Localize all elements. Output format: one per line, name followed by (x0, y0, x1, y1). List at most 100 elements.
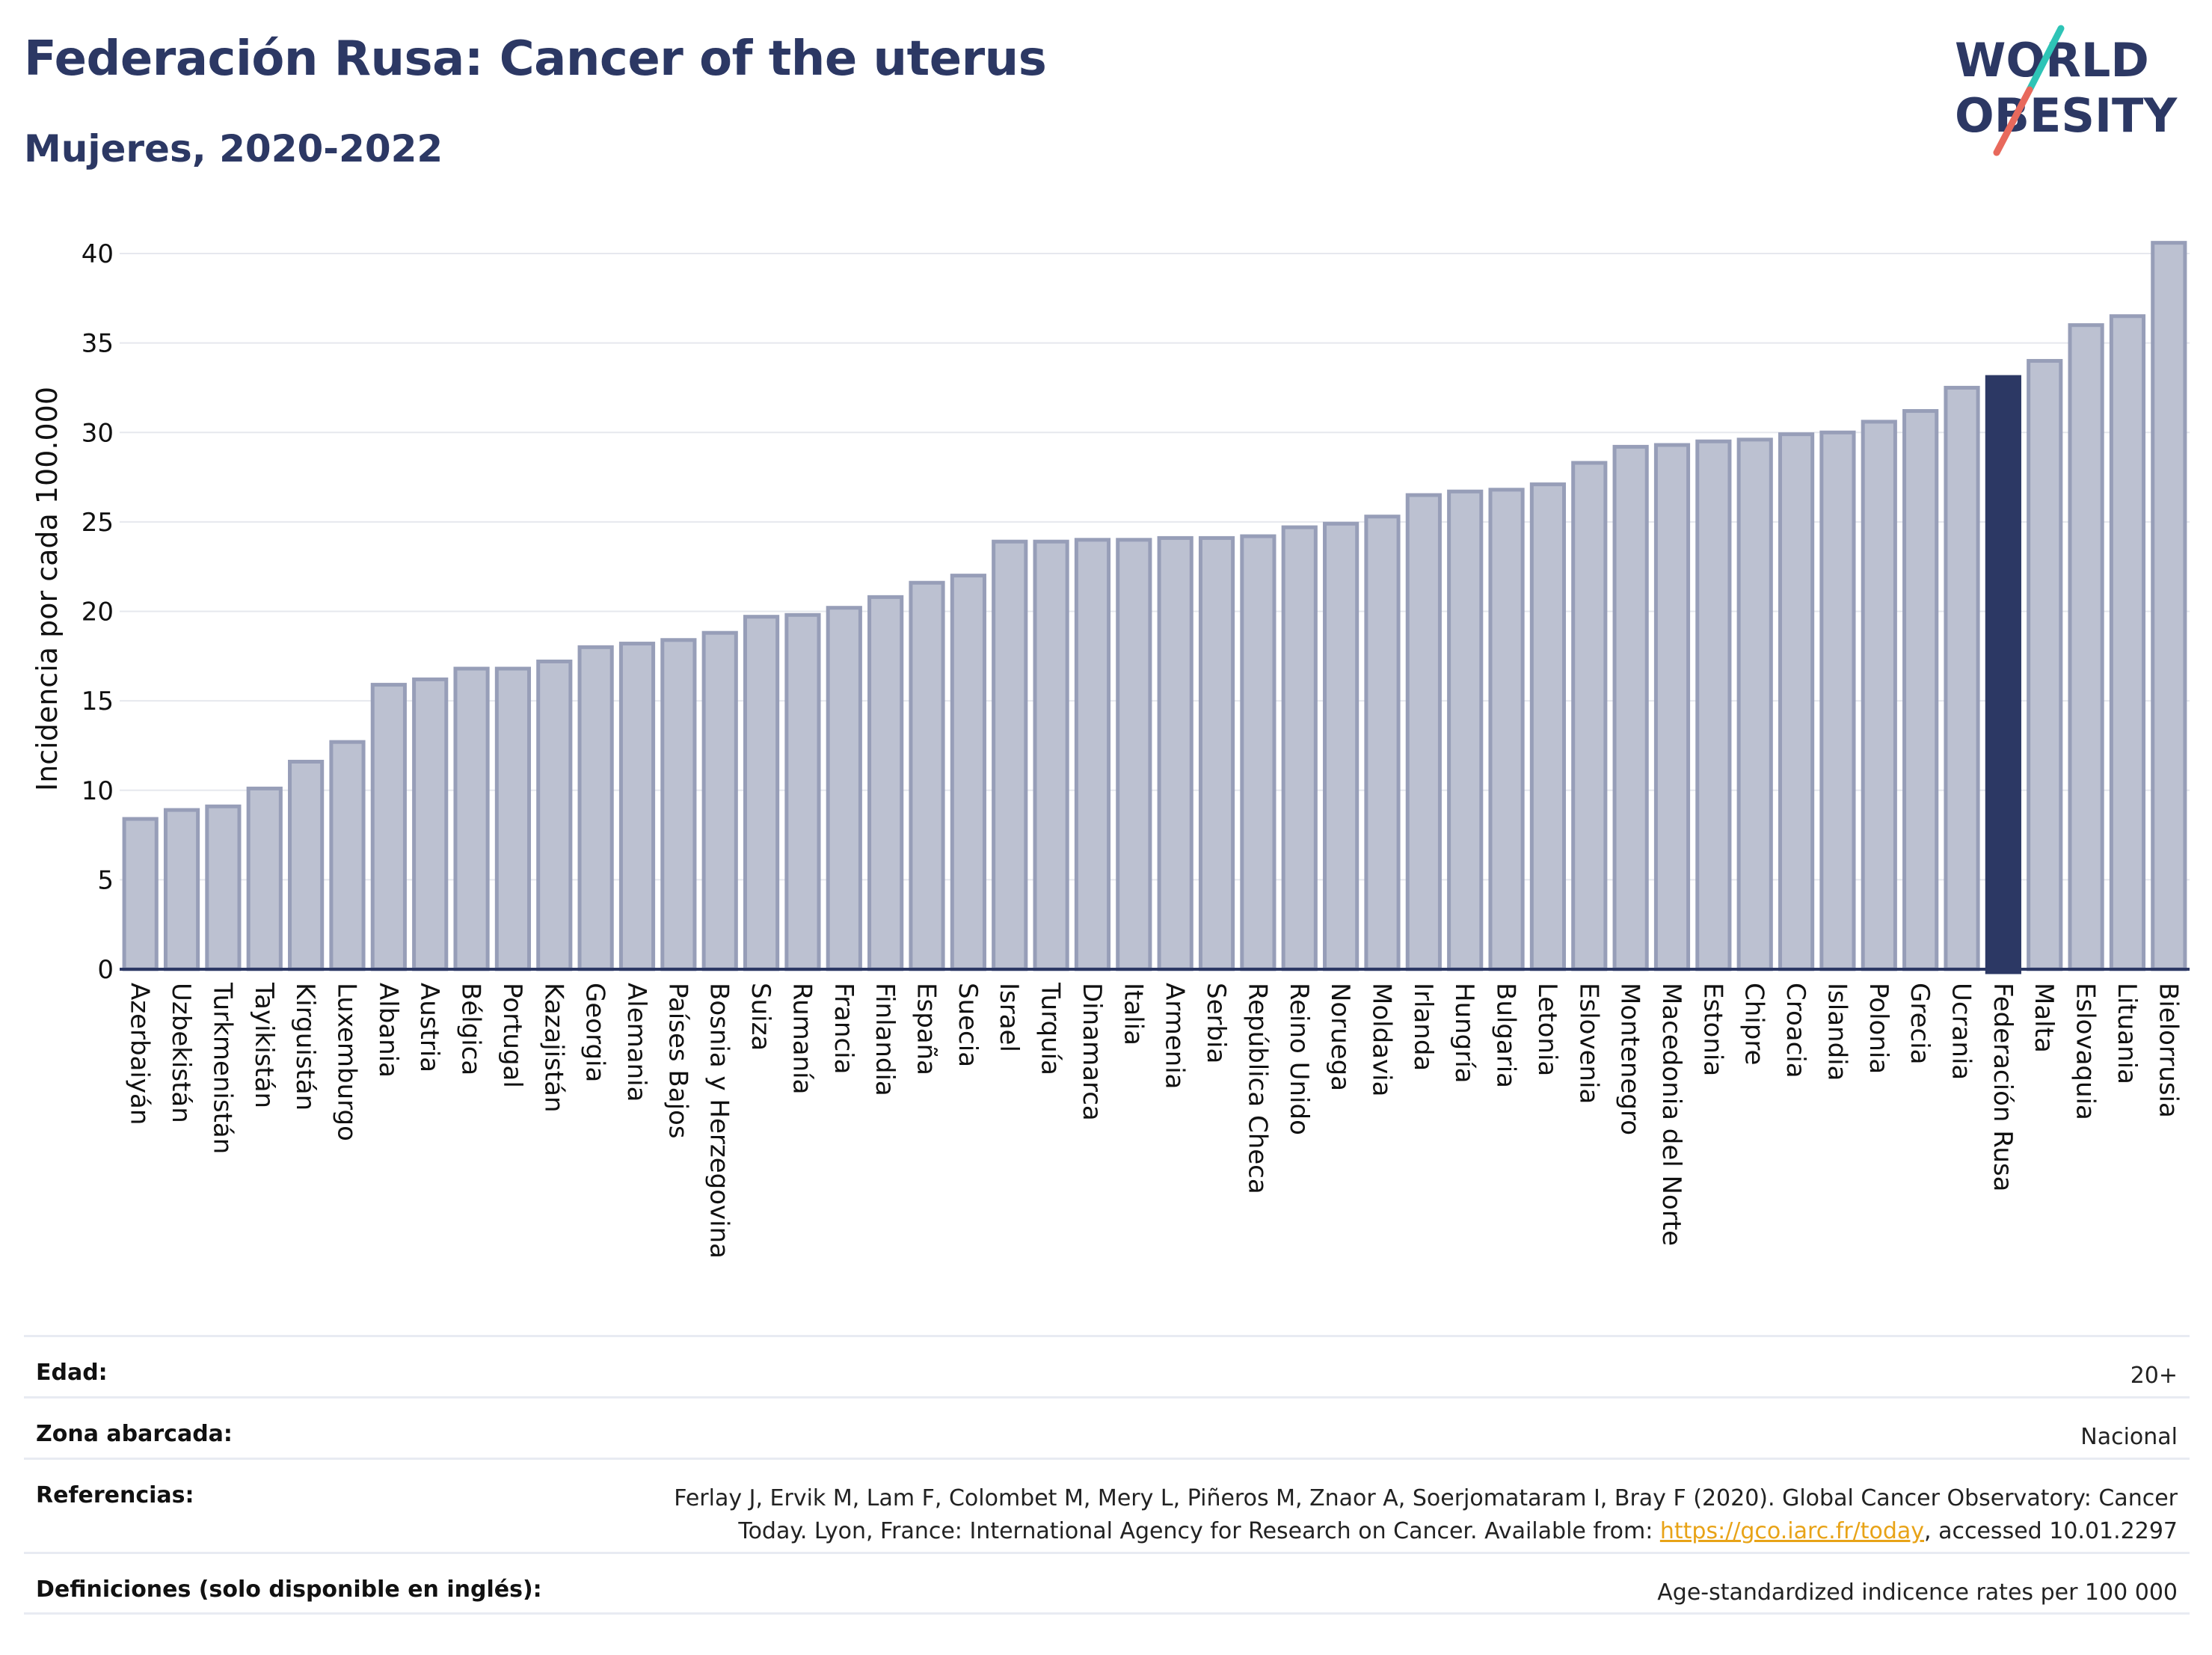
x-tick-label: Chipre (1739, 983, 1769, 1065)
bar-chart: 0 5 10 15 20 25 30 35 40 Azerbaiyán Uzbekistán Tur… (31, 239, 2190, 1259)
bar[interactable] (1116, 538, 1152, 971)
bar[interactable] (1364, 515, 1401, 971)
x-tick-label: Turquía (1036, 982, 1066, 1075)
bars (122, 241, 2187, 974)
bar[interactable] (205, 804, 242, 971)
y-tick-label: 20 (82, 598, 114, 627)
references-text-3: , accessed 10.01.2297 (1924, 1518, 2178, 1544)
x-tick-label: Serbia (1201, 983, 1231, 1063)
bar[interactable] (288, 759, 325, 971)
references-label: Referencias: (36, 1482, 194, 1508)
y-tick-label: 10 (82, 776, 114, 806)
x-tick-label: Bosnia y Herzegovina (704, 983, 734, 1259)
y-tick-label: 15 (82, 687, 114, 716)
bar[interactable] (2151, 241, 2187, 971)
x-tick-label: Alemania (621, 983, 651, 1102)
bar[interactable] (1944, 385, 1980, 971)
bar[interactable] (950, 574, 986, 971)
bar[interactable] (1571, 461, 1608, 971)
meta-row-zone: Zona abarcada: Nacional (24, 1396, 2190, 1458)
x-tick-label: Bélgica (456, 983, 486, 1075)
x-tick-label: Suiza (746, 983, 775, 1051)
page-subtitle: Mujeres, 2020-2022 (24, 127, 443, 171)
bar[interactable] (1778, 432, 1815, 971)
bar[interactable] (743, 615, 780, 971)
bar[interactable] (867, 595, 904, 971)
x-tick-label: Croacia (1781, 983, 1810, 1078)
bar[interactable] (412, 677, 449, 971)
x-tick-label: Irlanda (1408, 983, 1438, 1071)
references-link[interactable]: https://gco.iarc.fr/today (1659, 1518, 1925, 1544)
bar-highlighted[interactable] (1985, 375, 2021, 974)
bar[interactable] (1033, 539, 1069, 971)
bar[interactable] (536, 659, 573, 971)
bar[interactable] (329, 740, 366, 971)
bar[interactable] (1405, 493, 1442, 971)
bar[interactable] (1736, 437, 1773, 971)
bar[interactable] (1861, 420, 1897, 971)
bar[interactable] (1157, 535, 1193, 971)
bar[interactable] (1488, 488, 1525, 971)
x-tick-label: Austria (414, 983, 444, 1072)
bar[interactable] (1695, 439, 1732, 971)
x-tick-label: Macedonia del Norte (1656, 983, 1686, 1246)
x-tick-label: Rumanía (787, 983, 817, 1094)
bar[interactable] (1198, 535, 1235, 971)
bar[interactable] (826, 606, 862, 971)
x-tick-label: Estonia (1698, 983, 1727, 1076)
bar[interactable] (1281, 525, 1318, 971)
bar[interactable] (1612, 444, 1649, 971)
bar[interactable] (494, 666, 532, 971)
x-tick-label: Lituania (2112, 983, 2142, 1084)
bar[interactable] (992, 539, 1028, 971)
x-tick-label: Israel (994, 983, 1024, 1052)
bar[interactable] (2068, 323, 2104, 971)
bar[interactable] (577, 645, 614, 971)
bar[interactable] (618, 642, 656, 971)
x-tick-label: Reino Unido (1284, 983, 1314, 1135)
bar[interactable] (2109, 314, 2146, 971)
x-tick-label: Luxemburgo (331, 983, 361, 1141)
x-tick-label: Suecia (953, 983, 983, 1067)
bar[interactable] (1653, 443, 1691, 971)
x-tick-label: Eslovaquia (2071, 983, 2101, 1120)
x-tick-label: Azerbaiyán (125, 983, 155, 1125)
bar[interactable] (370, 683, 407, 971)
metadata-table: Edad: 20+ Zona abarcada: Nacional Refere… (24, 1335, 2190, 1615)
logo-slash-teal (2026, 25, 2065, 93)
x-tick-label: Bulgaria (1491, 983, 1521, 1088)
x-tick-label: Italia (1118, 983, 1148, 1045)
bar[interactable] (1240, 534, 1276, 971)
x-tick-label: Eslovenia (1573, 983, 1603, 1104)
x-tick-label: Albania (373, 983, 403, 1078)
x-tick-label: Federación Rusa (1988, 983, 2018, 1191)
bar[interactable] (2027, 359, 2063, 971)
bar[interactable] (1529, 482, 1567, 971)
bar[interactable] (909, 580, 945, 971)
bar[interactable] (163, 808, 200, 971)
x-tick-label: Tayikistán (249, 982, 279, 1108)
bar[interactable] (1902, 409, 1939, 971)
x-tick-label: Uzbekistán (166, 983, 196, 1123)
bar[interactable] (453, 666, 490, 971)
zone-value: Nacional (2080, 1424, 2178, 1450)
bar[interactable] (246, 786, 283, 971)
zone-label: Zona abarcada: (36, 1421, 233, 1447)
x-tick-label: Montenegro (1615, 983, 1645, 1135)
bar[interactable] (1819, 430, 1856, 971)
definitions-label: Definiciones (solo disponible en inglés)… (36, 1576, 542, 1603)
x-tick-label: Finlandia (870, 983, 900, 1096)
bar[interactable] (1074, 538, 1111, 971)
bar[interactable] (1447, 489, 1484, 971)
bar[interactable] (784, 612, 821, 971)
x-tick-label: Kazajistán (538, 983, 568, 1113)
bar[interactable] (660, 638, 697, 971)
references-text-2: Today. Lyon, France: International Agenc… (738, 1518, 1660, 1544)
bar[interactable] (122, 817, 159, 971)
logo-slash-coral (1993, 86, 2033, 156)
bar[interactable] (701, 630, 738, 971)
x-tick-label: Malta (2029, 983, 2059, 1053)
x-tick-label: Francia (829, 983, 858, 1074)
x-tick-label: Polonia (1864, 983, 1893, 1074)
bar[interactable] (1323, 521, 1360, 971)
